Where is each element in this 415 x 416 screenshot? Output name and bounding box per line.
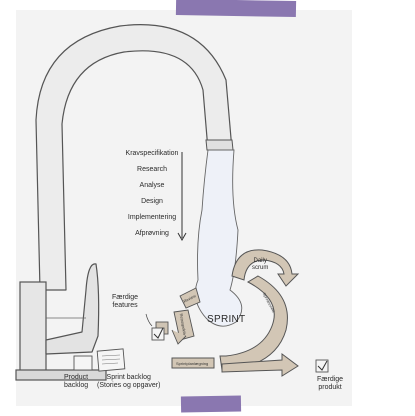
faucet-base [15, 369, 107, 381]
faerdige-produkt-label: Færdige produkt [317, 376, 344, 391]
product-backlog-box [73, 355, 93, 371]
faucet-body [19, 281, 47, 377]
daily-scrum-label: Daily scrum [252, 258, 269, 271]
step-design: Design [141, 198, 163, 205]
sprint-backlog-sheet [96, 348, 126, 372]
waterfall-steps: Kravspecifikation Research Analyse Desig… [110, 148, 194, 244]
daily-scrum-arrow [231, 249, 300, 287]
retrospektiv-piece [173, 309, 195, 341]
sprintplanlaegning-label: Sprintplanlægning [176, 361, 209, 366]
faucet-tip [205, 139, 234, 151]
review-piece [179, 287, 201, 309]
faucet-spout [35, 24, 233, 291]
sprint-label: SPRINT [207, 314, 246, 325]
faerdige-features-label: Færdige features [112, 294, 139, 309]
product-backlog-label: Product backlog [64, 374, 89, 389]
finished-product-box [315, 359, 329, 373]
water-stream [194, 149, 243, 327]
faucet-lever [45, 263, 100, 355]
step-analyse: Analyse [139, 182, 165, 189]
sprint-backlog-label: Sprint backlog (Stories og opgaver) [97, 374, 161, 389]
step-afproevning: Afprøvning [135, 230, 169, 237]
lower-arrow [171, 357, 215, 369]
step-kravspecifikation: Kravspecifikation [125, 150, 179, 157]
step-research: Research [137, 166, 167, 173]
step-implementering: Implementering [127, 214, 177, 221]
